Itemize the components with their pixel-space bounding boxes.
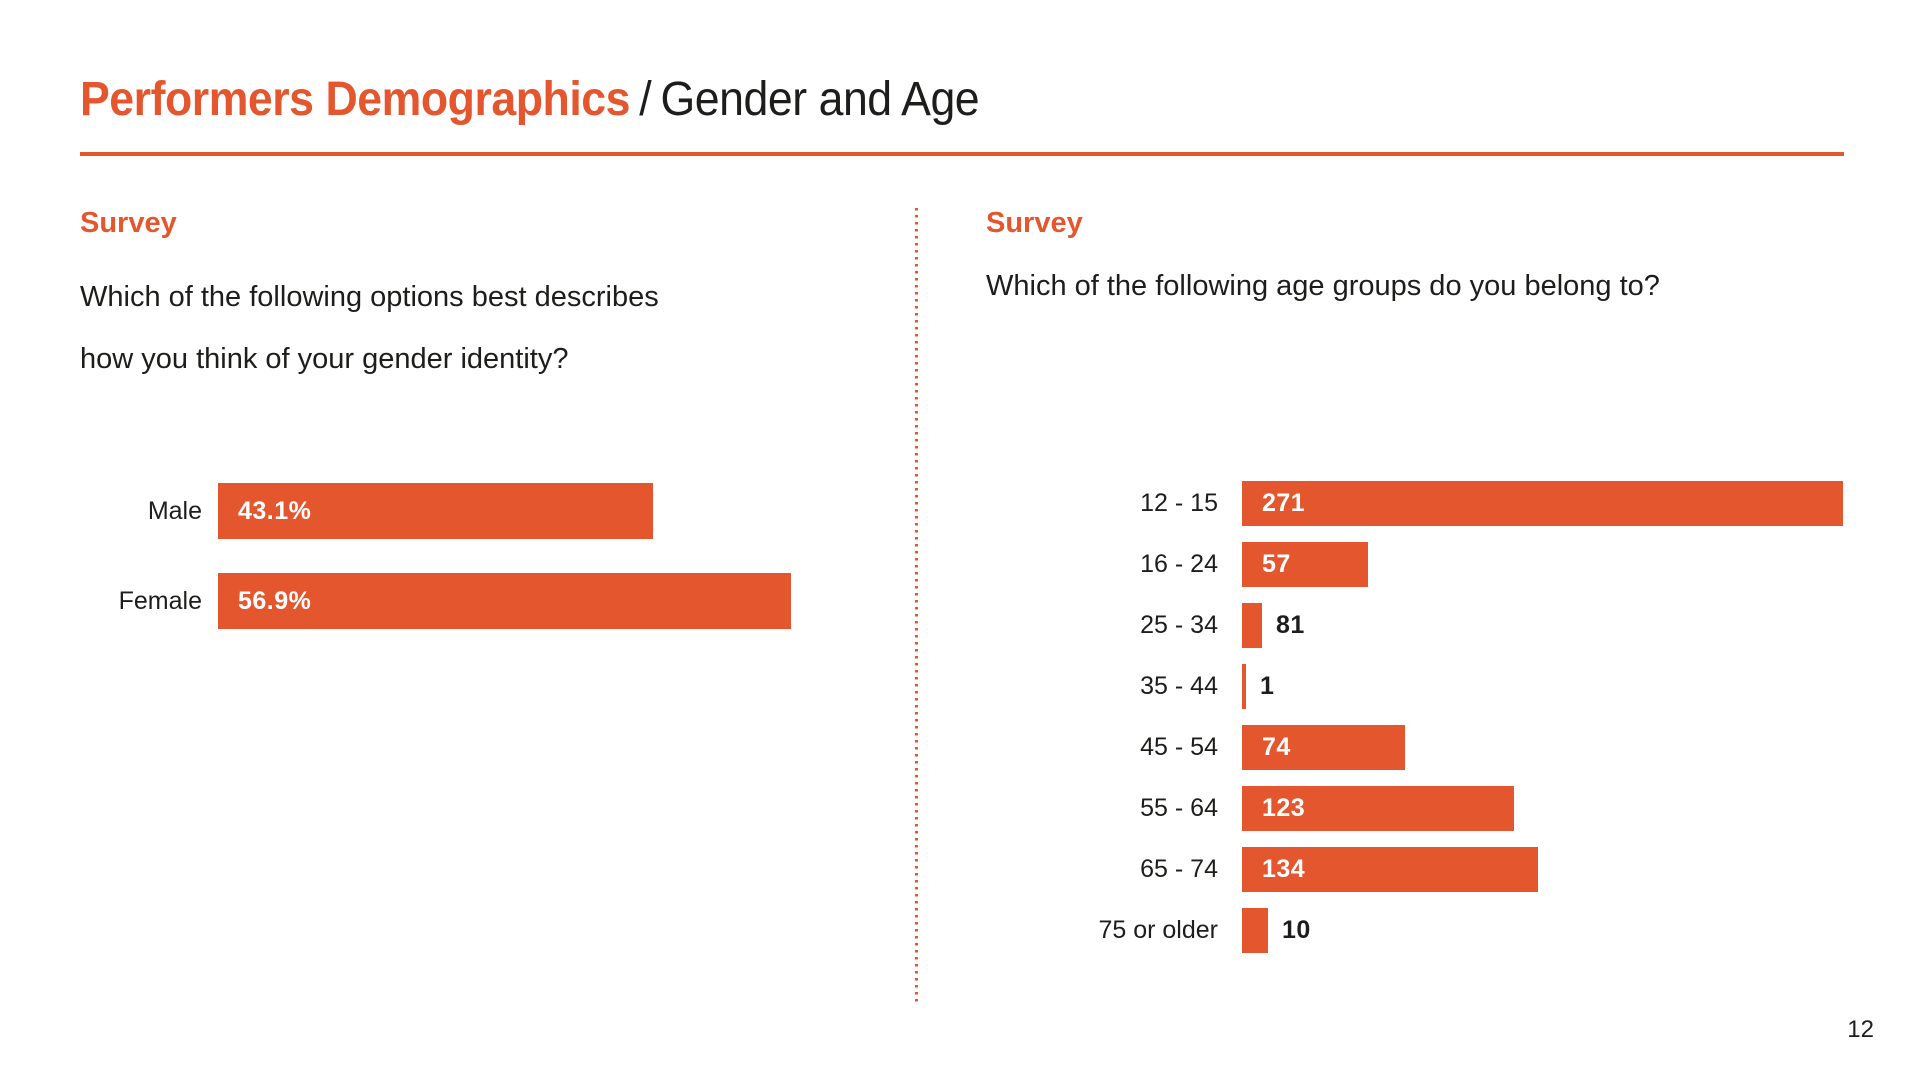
value-label: 1 [1260,672,1275,700]
bar-row: Male 43.1% [80,483,890,539]
bar-track: 81 [1242,603,1886,648]
age-section-label: Survey [986,207,1083,239]
bar-track: 1 [1242,664,1886,709]
bar: 74 [1242,725,1405,770]
value-label: 56.9% [238,586,312,615]
value-label: 57 [1262,550,1291,578]
bar: 56.9% [218,573,791,629]
gender-question-line-2: how you think of your gender identity? [80,343,569,375]
title-secondary: Gender and Age [660,73,980,126]
bar [1242,664,1246,709]
bar-row: 25 - 34 81 [986,603,1886,648]
title-primary: Performers Demographics [80,73,630,126]
bar: 43.1% [218,483,653,539]
value-label: 81 [1276,611,1305,639]
category-label: 35 - 44 [1140,672,1218,700]
bar-row: 35 - 44 1 [986,664,1886,709]
bar: 271 [1242,481,1843,526]
bar: 57 [1242,542,1368,587]
title-rule [80,152,1844,156]
page-number: 12 [1847,1016,1874,1043]
category-label: 65 - 74 [1140,855,1218,883]
age-bar-chart: 12 - 15 271 16 - 24 57 25 - 34 81 35 - 44 1 45 -… [986,481,1886,969]
bar-row: 55 - 64 123 [986,786,1886,831]
category-label: Male [147,496,202,525]
bar-row: 75 or older 10 [986,908,1886,953]
title-separator: / [639,73,652,126]
bar: 123 [1242,786,1514,831]
bar-track: 271 [1242,481,1886,526]
gender-question-line-1: Which of the following options best desc… [80,281,659,313]
bar-track: 57 [1242,542,1886,587]
value-label: 43.1% [238,496,312,525]
category-label: 75 or older [1098,916,1218,944]
category-label: 12 - 15 [1140,489,1218,517]
panel-divider [915,208,918,1004]
category-label: 45 - 54 [1140,733,1218,761]
bar-row: 12 - 15 271 [986,481,1886,526]
gender-section-label: Survey [80,207,177,239]
value-label: 134 [1262,855,1306,883]
bar-row: 16 - 24 57 [986,542,1886,587]
bar [1242,908,1268,953]
category-label: 25 - 34 [1140,611,1218,639]
value-label: 10 [1282,916,1311,944]
category-label: 55 - 64 [1140,794,1218,822]
gender-panel: Survey Which of the following options be… [80,207,870,390]
bar-track: 10 [1242,908,1886,953]
bar-track: 43.1% [218,483,890,539]
value-label: 123 [1262,794,1306,822]
gender-question: Which of the following options best desc… [80,266,870,390]
gender-bar-chart: Male 43.1% Female 56.9% [80,483,890,663]
bar-track: 123 [1242,786,1886,831]
bar-track: 74 [1242,725,1886,770]
age-panel: Survey Which of the following age groups… [986,207,1876,306]
bar: 134 [1242,847,1538,892]
bar [1242,603,1262,648]
value-label: 271 [1262,489,1306,517]
age-question: Which of the following age groups do you… [986,270,1660,302]
value-label: 74 [1262,733,1291,761]
bar-row: 45 - 54 74 [986,725,1886,770]
bar-track: 134 [1242,847,1886,892]
bar-track: 56.9% [218,573,890,629]
bar-row: Female 56.9% [80,573,890,629]
page-title: Performers Demographics / Gender and Age [80,72,980,127]
bar-row: 65 - 74 134 [986,847,1886,892]
category-label: 16 - 24 [1140,550,1218,578]
category-label: Female [118,586,202,615]
